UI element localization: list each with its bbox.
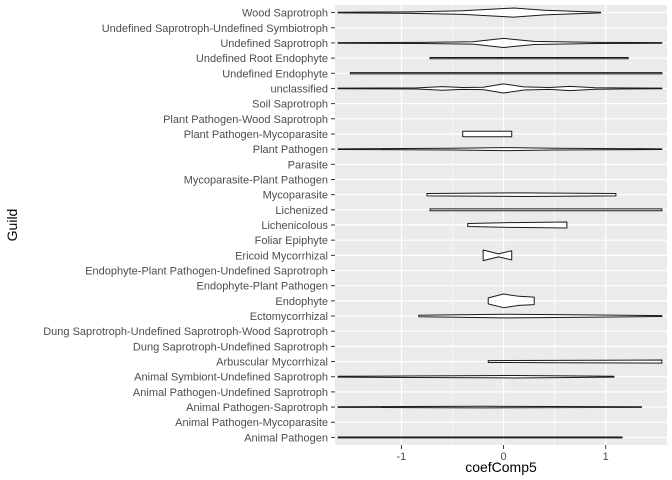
y-tick-label: Plant Pathogen-Mycoparasite [184,129,328,141]
y-tick-label: Undefined Endophyte [222,68,328,80]
violin-animal-pathogen [337,436,623,439]
y-tick-label: unclassified [271,83,328,95]
y-tick-label: Animal Symbiont-Undefined Saprotroph [134,372,328,384]
violins [337,7,663,439]
violin-lichenized [429,208,663,212]
x-axis-ticks: -1 0 1 [397,445,609,463]
violin-animal-symbiont-undefined-saprotroph [337,375,615,379]
y-tick-label: Soil Saprotroph [252,99,328,111]
y-tick-label: Dung Saprotroph-Undefined Saprotroph [133,341,328,353]
violin-undefined-root-endophyte [429,56,629,60]
y-tick-label: Ectomycorrhizal [250,311,328,323]
y-tick-label: Undefined Saprotroph-Undefined Symbiotro… [102,23,328,35]
y-tick-label: Ericoid Mycorrhizal [235,250,328,262]
y-tick-label: Animal Pathogen-Saprotroph [186,402,328,414]
y-tick-label: Dung Saprotroph-Undefined Saprotroph-Woo… [43,326,328,338]
y-tick-label: Lichenized [275,205,328,217]
violin-mycoparasite [426,192,617,197]
y-tick-label: Endophyte-Plant Pathogen [197,281,329,293]
y-tick-label: Animal Pathogen-Mycoparasite [175,417,328,429]
violin-endophyte [487,293,535,309]
y-tick-label: Undefined Saprotroph [220,38,328,50]
violin-plant-pathogen-mycoparasite [462,130,513,138]
x-tick-label: -1 [397,451,407,463]
violin-undefined-endophyte [349,72,663,75]
x-tick-label: 0 [500,451,506,463]
y-tick-label: Mycoparasite-Plant Pathogen [184,174,328,186]
violin-plant-pathogen [337,147,663,152]
y-tick-label: Undefined Root Endophyte [196,53,328,65]
violin-unclassified [337,83,663,94]
y-axis-ticks: Wood Saprotroph Undefined Saprotroph-Unde… [43,8,335,444]
violin-lichenicolous [467,221,568,229]
y-tick-label: Animal Pathogen-Undefined Saprotroph [133,387,328,399]
y-tick-label: Foliar Epiphyte [255,235,328,247]
y-tick-label: Endophyte [275,296,328,308]
violin-wood-saprotroph [337,7,602,18]
y-tick-label: Parasite [288,159,328,171]
y-tick-label: Arbuscular Mycorrhizal [216,357,328,369]
violin-undefined-saprotroph [337,37,663,48]
violin-ericoid-mycorrhizal [482,249,513,262]
y-tick-label: Mycoparasite [263,190,328,202]
y-tick-label: Plant Pathogen-Wood Saprotroph [163,114,328,126]
violin-animal-pathogen-saprotroph [337,405,642,409]
x-axis-title: coefComp5 [465,459,537,475]
y-tick-label: Wood Saprotroph [242,8,328,20]
violin-ectomycorrhizal [418,313,663,319]
x-tick-label: 1 [603,451,609,463]
y-tick-label: Lichenicolous [261,220,328,232]
violin-arbuscular-mycorrhizal [487,359,663,364]
y-tick-label: Animal Pathogen [244,432,328,444]
y-tick-label: Plant Pathogen [253,144,328,156]
y-axis-title: Guild [4,209,20,242]
y-tick-label: Endophyte-Plant Pathogen-Undefined Sapro… [85,266,328,278]
